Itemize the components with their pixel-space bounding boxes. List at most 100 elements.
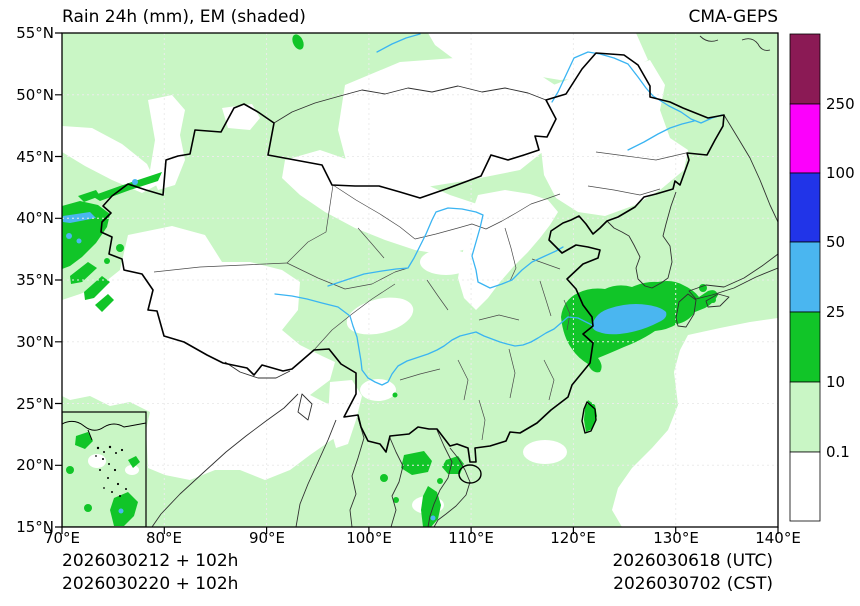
rain-patch bbox=[104, 258, 110, 264]
nepal-border bbox=[224, 361, 291, 379]
colorbar-tick-label: 0.1 bbox=[826, 443, 850, 461]
x-tick-label: 80°E bbox=[145, 529, 183, 547]
rain-core bbox=[66, 233, 72, 239]
y-tick-label: 50°N bbox=[16, 86, 54, 104]
no-rain-patch bbox=[428, 33, 648, 80]
gridlines bbox=[62, 33, 778, 527]
rain-patch bbox=[92, 172, 162, 201]
rain-patch bbox=[128, 456, 140, 468]
rain-patch bbox=[75, 432, 93, 449]
no-rain-patch bbox=[612, 318, 778, 527]
rain-patch bbox=[392, 392, 398, 398]
laos-thailand-border bbox=[389, 437, 404, 527]
province-line bbox=[539, 280, 552, 317]
init-time-utc: 2026030212 + 102h bbox=[62, 551, 239, 571]
mongolia-russia-border bbox=[273, 85, 547, 124]
colorbar-tick-label: 50 bbox=[826, 233, 846, 251]
russia-coastline bbox=[723, 114, 778, 223]
province-line bbox=[414, 193, 561, 240]
province-line bbox=[478, 314, 520, 321]
no-rain-patch bbox=[420, 249, 472, 275]
no-rain-patch bbox=[62, 226, 352, 480]
rain-patch bbox=[78, 190, 100, 202]
rain-patch bbox=[699, 284, 707, 292]
no-rain-patch bbox=[346, 297, 414, 335]
province-line bbox=[399, 368, 441, 381]
plot-area bbox=[62, 33, 778, 527]
province-line bbox=[332, 184, 416, 240]
rain-patch bbox=[393, 497, 399, 503]
rain-25-50-patches bbox=[63, 179, 667, 521]
honshu-coastline bbox=[688, 253, 778, 300]
india-coastline bbox=[151, 393, 299, 527]
province-line bbox=[286, 262, 409, 290]
inset-rain-core bbox=[118, 508, 124, 514]
rain-core bbox=[132, 179, 138, 185]
colorbar-tick-label: 100 bbox=[826, 164, 855, 182]
y-tick-label: 15°N bbox=[16, 518, 54, 536]
province-line bbox=[508, 348, 516, 399]
no-rain-patch bbox=[148, 95, 185, 190]
international-boundaries bbox=[151, 35, 778, 527]
rain-patch bbox=[292, 34, 304, 50]
myanmar-coastline bbox=[295, 419, 337, 527]
y-tick-label: 40°N bbox=[16, 209, 54, 227]
colorbar-segment-gt250 bbox=[789, 33, 821, 105]
province-line bbox=[313, 283, 396, 351]
init-time-cst: 2026030220 + 102h bbox=[62, 574, 239, 594]
x-tick-label: 70°E bbox=[43, 529, 81, 547]
x-tick-label: 130°E bbox=[653, 529, 699, 547]
valid-time-utc: 2026030618 (UTC) bbox=[612, 551, 773, 571]
no-rain-patch bbox=[282, 150, 500, 255]
no-rain-patch bbox=[338, 58, 560, 188]
page-title: Rain 24h (mm), EM (shaded) bbox=[62, 7, 306, 27]
myanmar-thailand-border bbox=[349, 417, 365, 527]
no-rain-patch bbox=[523, 440, 567, 464]
y-tick-label: 30°N bbox=[16, 333, 54, 351]
laos-vietnam-border bbox=[427, 429, 453, 527]
selenga-river bbox=[376, 33, 421, 53]
x-tick-label: 110°E bbox=[448, 529, 494, 547]
shikoku-coastline bbox=[705, 293, 730, 308]
south-china-sea-inset bbox=[62, 411, 147, 527]
model-name: CMA-GEPS bbox=[688, 7, 778, 27]
no-rain-patch bbox=[62, 126, 157, 193]
no-rain-patch bbox=[222, 104, 260, 130]
y-tick-label: 20°N bbox=[16, 456, 54, 474]
rain-patch bbox=[66, 466, 74, 474]
colorbar-segment-10-25 bbox=[789, 311, 821, 383]
inset-no-rain bbox=[88, 454, 139, 475]
province-line bbox=[543, 359, 555, 401]
inset-rain-patches bbox=[66, 432, 140, 526]
china-border-group bbox=[100, 52, 725, 484]
colorbar-segment-100-250 bbox=[789, 103, 821, 174]
x-tick-label: 100°E bbox=[346, 529, 392, 547]
vietnam-coastline bbox=[433, 447, 471, 527]
rain-core bbox=[63, 212, 96, 223]
province-line bbox=[286, 184, 334, 264]
korea-coastline bbox=[606, 191, 677, 289]
rain-patch bbox=[116, 244, 124, 252]
colorbar bbox=[789, 33, 821, 522]
graticule bbox=[62, 33, 778, 527]
yangtze-river bbox=[274, 293, 593, 386]
no-rain-patch bbox=[360, 379, 396, 401]
kyushu-coastline bbox=[675, 293, 697, 328]
rivers bbox=[274, 33, 723, 386]
no-rain-patch bbox=[125, 465, 139, 475]
rain-patch-indochina bbox=[421, 486, 441, 527]
inset-coastline bbox=[62, 420, 147, 441]
bangladesh-border bbox=[297, 393, 313, 421]
rain-patch-indochina bbox=[401, 451, 432, 475]
yellow-river bbox=[327, 207, 564, 289]
rain-core bbox=[430, 515, 436, 521]
province-line bbox=[563, 299, 571, 331]
province-line bbox=[531, 258, 561, 270]
rain-patch bbox=[110, 492, 138, 526]
songhua-river bbox=[627, 120, 695, 151]
province-line bbox=[153, 262, 288, 273]
rain-patch bbox=[380, 474, 388, 482]
no-rain-patch bbox=[540, 60, 688, 216]
